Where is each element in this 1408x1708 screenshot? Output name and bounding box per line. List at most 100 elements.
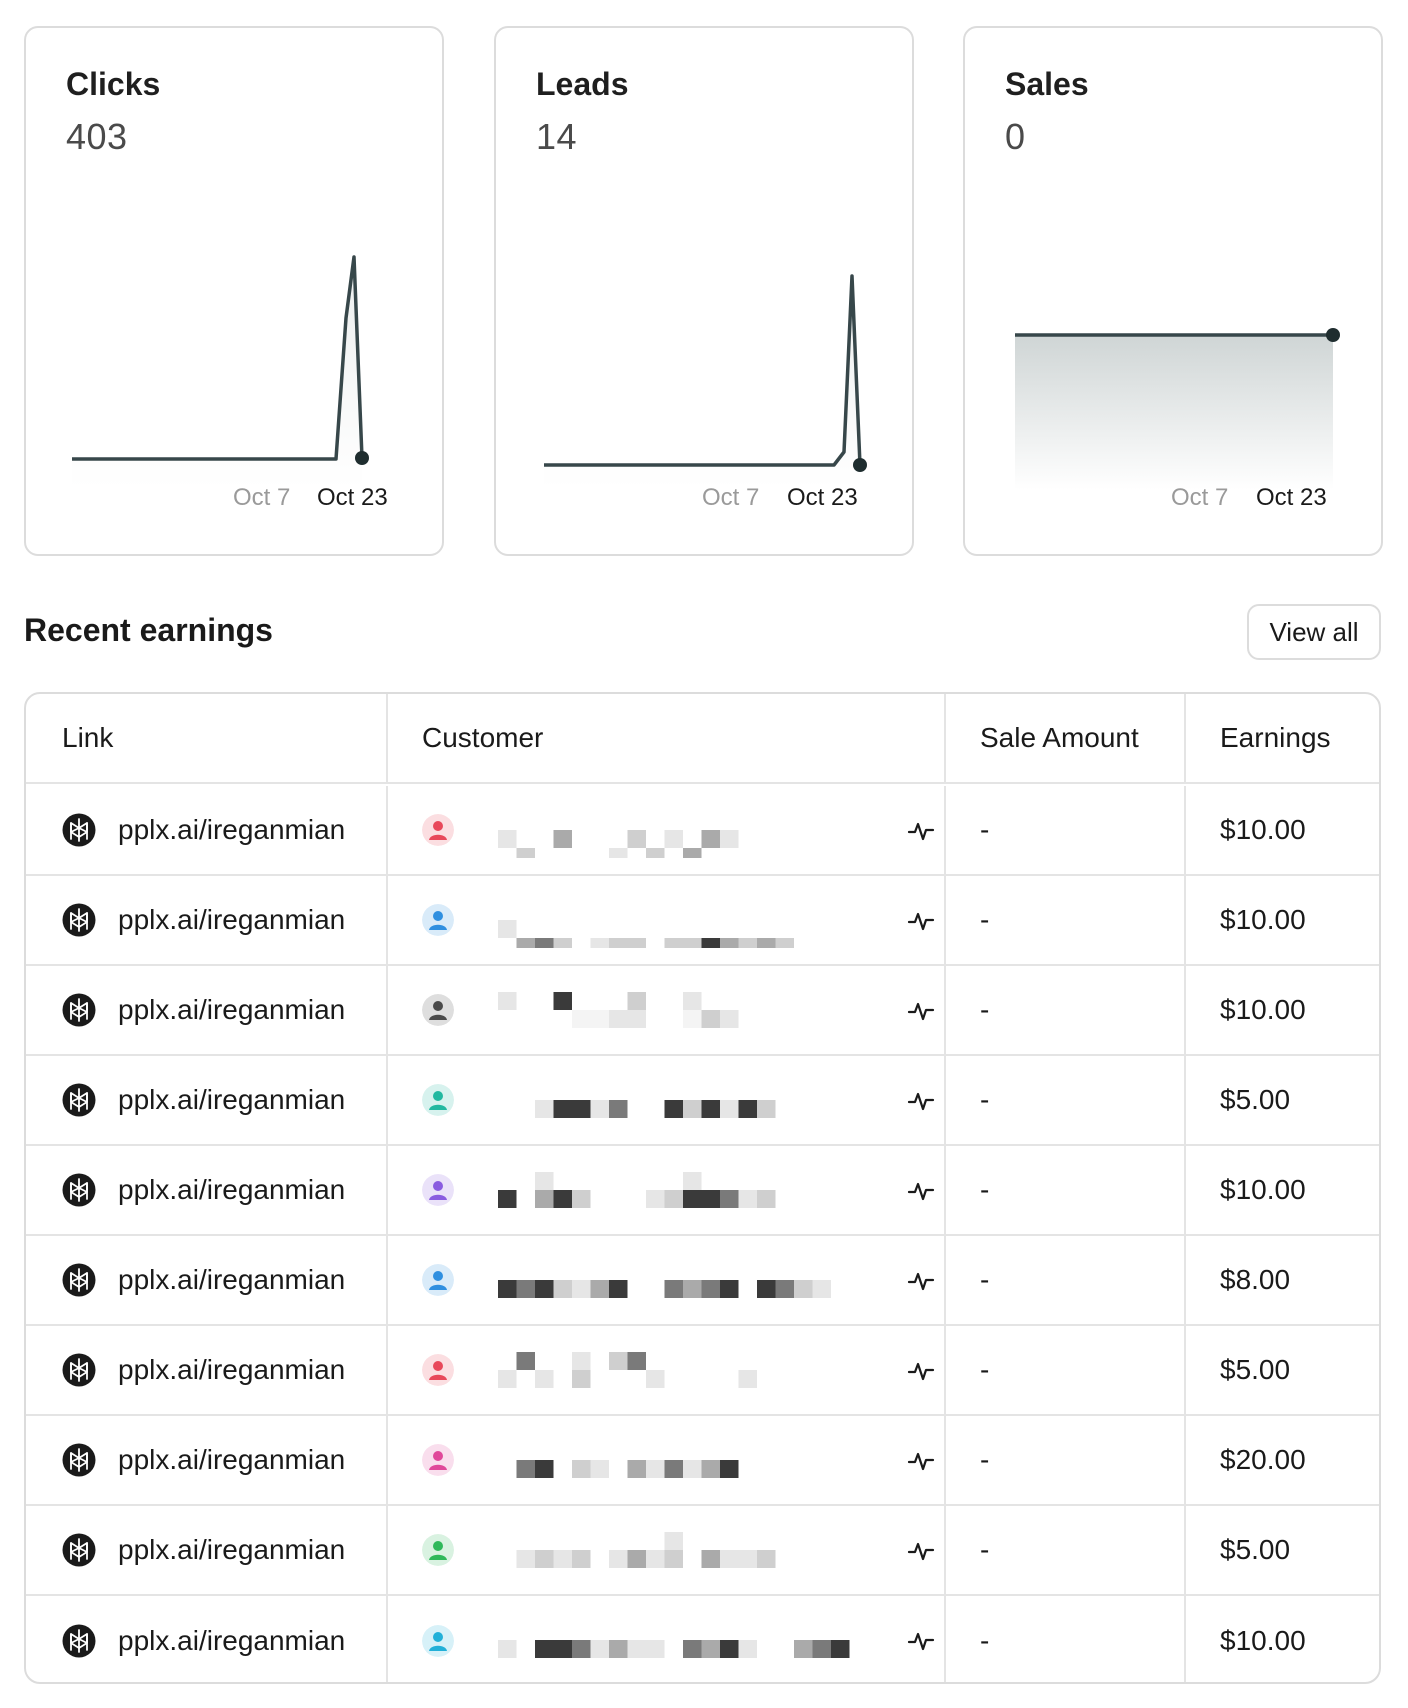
activity-icon[interactable] xyxy=(906,1266,936,1296)
redacted-customer-name xyxy=(498,1172,776,1208)
table-row[interactable]: pplx.ai/ireganmian - $5.00 xyxy=(26,1056,1379,1146)
link-text[interactable]: pplx.ai/ireganmian xyxy=(118,814,346,845)
redacted-customer-name xyxy=(498,830,739,858)
table-row[interactable]: pplx.ai/ireganmian - $10.00 xyxy=(26,1146,1379,1236)
customer-cell xyxy=(388,966,946,1054)
link-text[interactable]: pplx.ai/ireganmian xyxy=(118,1534,346,1565)
card-title: Sales xyxy=(1005,66,1089,102)
earnings-cell: $10.00 xyxy=(1220,994,1306,1025)
activity-icon[interactable] xyxy=(906,996,936,1026)
link-text[interactable]: pplx.ai/ireganmian xyxy=(118,1264,346,1295)
customer-cell xyxy=(388,786,946,874)
link-cell[interactable]: pplx.ai/ireganmian xyxy=(26,786,388,874)
view-all-button[interactable]: View all xyxy=(1247,604,1381,660)
card-value: 403 xyxy=(66,116,128,157)
column-header-customer: Customer xyxy=(388,694,946,782)
sale-amount-cell: - xyxy=(946,1146,1186,1234)
activity-icon[interactable] xyxy=(906,1356,936,1386)
axis-start-label: Oct 7 xyxy=(1171,484,1229,511)
table-row[interactable]: pplx.ai/ireganmian - $10.00 xyxy=(26,876,1379,966)
perplexity-logo-icon xyxy=(62,1353,96,1387)
redacted-customer-name xyxy=(498,1280,831,1298)
activity-icon[interactable] xyxy=(906,816,936,846)
user-avatar-icon xyxy=(422,814,454,846)
column-header-link: Link xyxy=(26,694,388,782)
user-avatar-icon xyxy=(422,1084,454,1116)
card-title: Leads xyxy=(536,66,629,102)
redacted-customer-name xyxy=(516,1460,739,1478)
activity-icon[interactable] xyxy=(906,1446,936,1476)
card-value: 0 xyxy=(1005,116,1026,157)
link-text[interactable]: pplx.ai/ireganmian xyxy=(118,1174,346,1205)
sale-amount-cell: - xyxy=(946,1596,1186,1682)
perplexity-logo-icon xyxy=(62,1173,96,1207)
earnings-cell: $10.00 xyxy=(1220,1174,1306,1205)
activity-icon[interactable] xyxy=(906,1086,936,1116)
link-text[interactable]: pplx.ai/ireganmian xyxy=(118,994,346,1025)
link-cell[interactable]: pplx.ai/ireganmian xyxy=(26,1506,388,1594)
sale-amount-cell: - xyxy=(946,1056,1186,1144)
user-avatar-icon xyxy=(422,1264,454,1296)
earnings-cell: $10.00 xyxy=(1220,814,1306,845)
redacted-customer-name xyxy=(498,920,794,948)
card-title: Clicks xyxy=(66,66,161,102)
axis-start-label: Oct 7 xyxy=(702,484,760,511)
perplexity-logo-icon xyxy=(62,813,96,847)
activity-icon[interactable] xyxy=(906,1176,936,1206)
table-row[interactable]: pplx.ai/ireganmian - $20.00 xyxy=(26,1416,1379,1506)
customer-cell xyxy=(388,876,946,964)
sales-sparkline xyxy=(1015,328,1340,490)
leads-card: Leads 14 Oct 7 Oct 23 xyxy=(494,26,914,556)
user-avatar-icon xyxy=(422,1174,454,1206)
link-cell[interactable]: pplx.ai/ireganmian xyxy=(26,1146,388,1234)
table-row[interactable]: pplx.ai/ireganmian - $10.00 xyxy=(26,966,1379,1056)
axis-end-label: Oct 23 xyxy=(317,484,388,511)
link-text[interactable]: pplx.ai/ireganmian xyxy=(118,1444,346,1475)
recent-earnings-title: Recent earnings xyxy=(24,612,273,648)
earnings-cell: $8.00 xyxy=(1220,1264,1291,1295)
activity-icon[interactable] xyxy=(906,1536,936,1566)
earnings-cell: $20.00 xyxy=(1220,1444,1306,1475)
user-avatar-icon xyxy=(422,1534,454,1566)
link-cell[interactable]: pplx.ai/ireganmian xyxy=(26,1326,388,1414)
sale-amount-cell: - xyxy=(946,1326,1186,1414)
table-row[interactable]: pplx.ai/ireganmian - $5.00 xyxy=(26,1326,1379,1416)
link-cell[interactable]: pplx.ai/ireganmian xyxy=(26,876,388,964)
activity-icon[interactable] xyxy=(906,906,936,936)
user-avatar-icon xyxy=(422,994,454,1026)
sale-amount-cell: - xyxy=(946,786,1186,874)
activity-icon[interactable] xyxy=(906,1626,936,1656)
link-cell[interactable]: pplx.ai/ireganmian xyxy=(26,1236,388,1324)
column-header-earnings: Earnings xyxy=(1220,722,1331,753)
link-text[interactable]: pplx.ai/ireganmian xyxy=(118,1625,346,1656)
perplexity-logo-icon xyxy=(62,993,96,1027)
sale-amount-cell: - xyxy=(946,966,1186,1054)
table-row[interactable]: pplx.ai/ireganmian - $8.00 xyxy=(26,1236,1379,1326)
link-text[interactable]: pplx.ai/ireganmian xyxy=(118,1084,346,1115)
sale-amount-cell: - xyxy=(946,1236,1186,1324)
earnings-cell: $5.00 xyxy=(1220,1534,1291,1565)
axis-end-label: Oct 23 xyxy=(1256,484,1327,511)
link-text[interactable]: pplx.ai/ireganmian xyxy=(118,1354,346,1385)
link-cell[interactable]: pplx.ai/ireganmian xyxy=(26,1596,388,1682)
link-cell[interactable]: pplx.ai/ireganmian xyxy=(26,1416,388,1504)
column-header-sale-amount: Sale Amount xyxy=(946,694,1186,782)
redacted-customer-name xyxy=(535,1100,776,1118)
table-row[interactable]: pplx.ai/ireganmian - $10.00 xyxy=(26,786,1379,876)
earnings-table: Link Customer Sale Amount Earnings pplx.… xyxy=(24,692,1381,1684)
perplexity-logo-icon xyxy=(62,1624,96,1658)
customer-cell xyxy=(388,1236,946,1324)
customer-cell xyxy=(388,1596,946,1682)
axis-end-label: Oct 23 xyxy=(787,484,858,511)
customer-cell xyxy=(388,1056,946,1144)
link-cell[interactable]: pplx.ai/ireganmian xyxy=(26,966,388,1054)
card-value: 14 xyxy=(536,116,578,157)
link-cell[interactable]: pplx.ai/ireganmian xyxy=(26,1056,388,1144)
clicks-card: Clicks 403 Oct 7 Oct 23 xyxy=(24,26,444,556)
redacted-customer-name xyxy=(516,1532,776,1568)
redacted-customer-name xyxy=(498,1640,850,1658)
table-row[interactable]: pplx.ai/ireganmian - $10.00 xyxy=(26,1596,1379,1682)
link-text[interactable]: pplx.ai/ireganmian xyxy=(118,904,346,935)
user-avatar-icon xyxy=(422,904,454,936)
table-row[interactable]: pplx.ai/ireganmian - $5.00 xyxy=(26,1506,1379,1596)
